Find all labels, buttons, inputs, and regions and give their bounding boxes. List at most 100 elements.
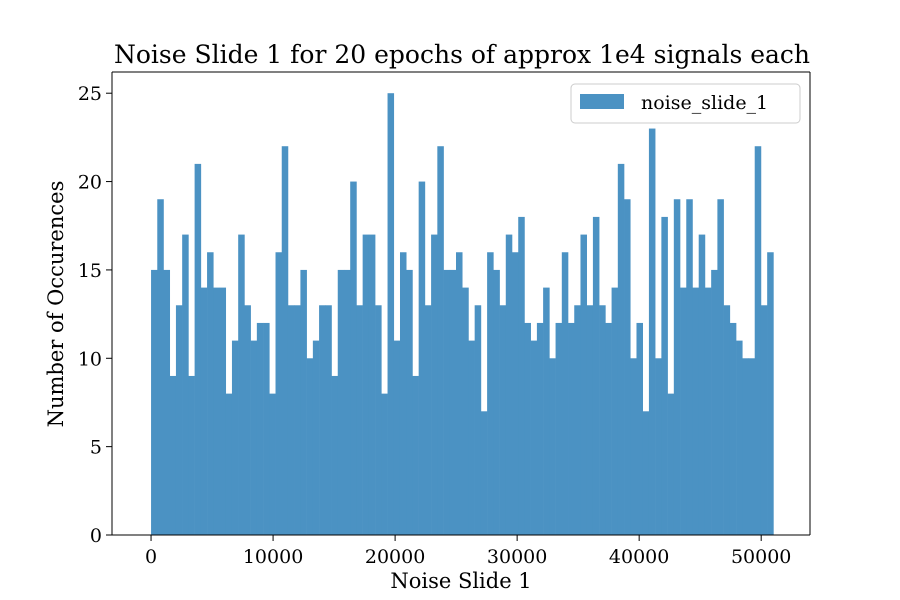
histogram-bar bbox=[487, 252, 494, 535]
histogram-bar bbox=[412, 375, 419, 535]
y-tick-label: 25 bbox=[78, 83, 102, 105]
x-axis-label: Noise Slide 1 bbox=[390, 569, 531, 593]
histogram-bar bbox=[742, 358, 749, 535]
histogram-bar bbox=[655, 358, 662, 535]
histogram-bar bbox=[499, 305, 507, 535]
histogram-bar bbox=[642, 411, 650, 535]
legend-box bbox=[570, 83, 801, 124]
histogram-bar bbox=[518, 216, 525, 535]
histogram-bar bbox=[418, 181, 426, 535]
x-tick-label: 50000 bbox=[731, 546, 791, 568]
histogram-bar bbox=[238, 234, 245, 535]
plot-axes bbox=[111, 71, 811, 536]
y-tick-label: 0 bbox=[90, 525, 102, 547]
histogram-bar bbox=[474, 305, 482, 535]
histogram-bar bbox=[188, 375, 195, 535]
histogram-bar bbox=[648, 128, 656, 536]
histogram-bar bbox=[424, 305, 432, 535]
histogram-bar bbox=[387, 93, 395, 536]
histogram-bar bbox=[586, 305, 594, 535]
histogram-bar bbox=[686, 199, 693, 536]
histogram-bar bbox=[661, 216, 668, 535]
histogram-bar bbox=[437, 146, 444, 535]
chart-title: Noise Slide 1 for 20 epochs of approx 1e… bbox=[114, 40, 810, 69]
histogram-bar bbox=[250, 340, 258, 535]
histogram-bar bbox=[543, 287, 550, 535]
histogram-bar bbox=[754, 146, 762, 535]
histogram-bar bbox=[549, 358, 556, 535]
histogram-bar bbox=[530, 340, 538, 535]
histogram-bar bbox=[256, 322, 264, 535]
histogram-bar bbox=[524, 322, 531, 535]
x-tick-label: 10000 bbox=[243, 546, 303, 568]
histogram-bar bbox=[748, 358, 756, 535]
histogram-bar bbox=[673, 199, 681, 536]
histogram-bar bbox=[393, 340, 401, 535]
histogram-bar bbox=[368, 234, 376, 535]
histogram-bar bbox=[580, 234, 587, 535]
histogram-bar bbox=[269, 393, 276, 535]
histogram-bar bbox=[431, 234, 438, 535]
y-tick-label: 10 bbox=[78, 348, 102, 370]
histogram-bar bbox=[306, 358, 314, 535]
histogram-bar bbox=[667, 393, 675, 535]
histogram-bar bbox=[692, 287, 700, 535]
histogram-bar bbox=[561, 252, 569, 535]
histogram-bar bbox=[213, 287, 220, 535]
legend-label: noise_slide_1 bbox=[641, 92, 768, 114]
histogram-bar bbox=[723, 305, 731, 535]
histogram-bar bbox=[325, 305, 332, 535]
histogram-bar bbox=[350, 181, 357, 535]
histogram-bar bbox=[462, 287, 469, 535]
histogram-bar bbox=[568, 322, 575, 535]
histogram-bar bbox=[294, 305, 301, 535]
histogram-bar bbox=[337, 269, 345, 535]
histogram-bar bbox=[244, 305, 251, 535]
histogram-bar bbox=[512, 252, 519, 535]
legend-swatch bbox=[580, 94, 624, 109]
histogram-bar bbox=[711, 269, 718, 535]
histogram-bar bbox=[343, 269, 351, 535]
histogram-bar bbox=[536, 322, 544, 535]
y-tick-label: 15 bbox=[78, 260, 102, 282]
histogram-bar bbox=[169, 375, 177, 535]
histogram-bar bbox=[287, 305, 295, 535]
histogram-bar bbox=[630, 358, 637, 535]
histogram-bar bbox=[356, 305, 363, 535]
histogram-bar bbox=[611, 287, 619, 535]
y-tick-label: 5 bbox=[90, 437, 102, 459]
histogram-bar bbox=[163, 269, 171, 535]
histogram-bar bbox=[375, 305, 382, 535]
histogram-bar bbox=[592, 216, 600, 535]
histogram-bar bbox=[207, 252, 214, 535]
y-ticks: 0 5 10 15 20 25 bbox=[78, 83, 112, 547]
x-tick-label: 40000 bbox=[609, 546, 669, 568]
histogram-bar bbox=[219, 287, 227, 535]
y-axis-label: Number of Occurences bbox=[44, 181, 68, 428]
histogram-bar bbox=[281, 146, 289, 535]
histogram-bar bbox=[157, 199, 164, 536]
histogram-bar bbox=[399, 252, 407, 535]
histogram-bar bbox=[617, 163, 625, 535]
histogram-bar bbox=[406, 269, 413, 535]
histogram-bar bbox=[312, 340, 320, 535]
histogram-bar bbox=[151, 269, 158, 535]
x-tick-label: 20000 bbox=[365, 546, 425, 568]
histogram-bar bbox=[760, 305, 768, 535]
histogram-bar bbox=[480, 411, 488, 535]
histogram-bar bbox=[574, 305, 581, 535]
histogram-bar bbox=[231, 340, 239, 535]
histogram-bar bbox=[729, 322, 737, 535]
histogram-bar bbox=[505, 234, 513, 535]
x-tick-label: 0 bbox=[145, 546, 157, 568]
histogram-bar bbox=[275, 252, 283, 535]
histogram-bar bbox=[319, 305, 326, 535]
histogram-bar bbox=[331, 375, 339, 535]
histogram-bar bbox=[599, 305, 606, 535]
histogram-bar bbox=[605, 322, 612, 535]
histogram-bar bbox=[624, 199, 631, 536]
histogram-bar bbox=[263, 322, 270, 535]
chart-legend: noise_slide_1 bbox=[570, 83, 801, 124]
